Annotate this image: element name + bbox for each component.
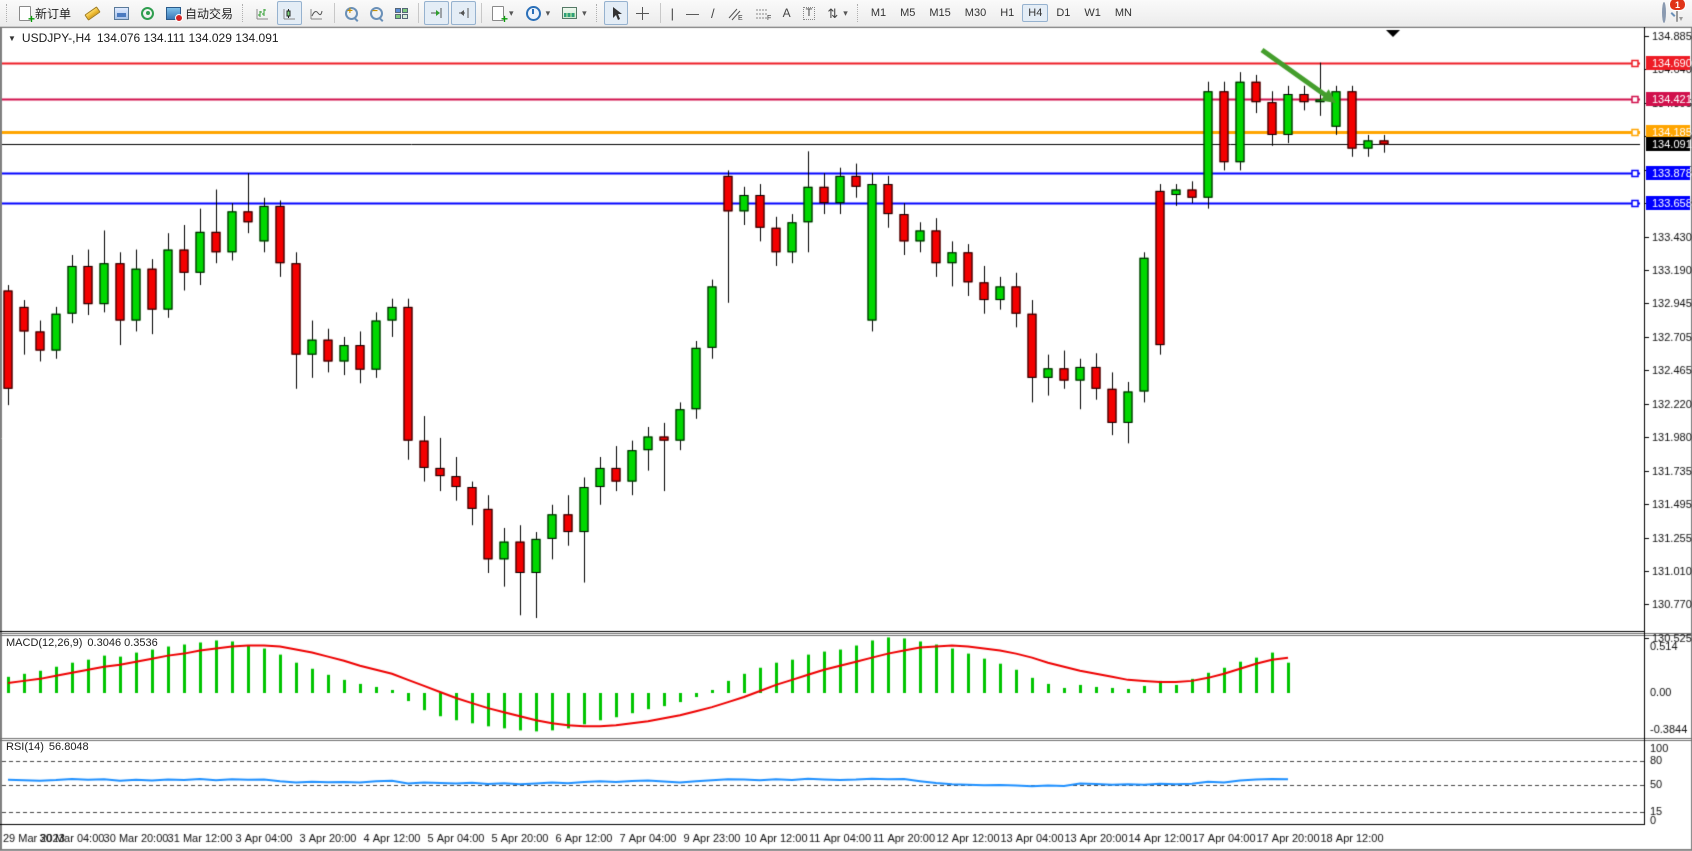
zoom-out-button[interactable]: −	[365, 1, 388, 25]
trendline-tool-button[interactable]: /	[706, 1, 720, 25]
signal-button[interactable]	[136, 1, 159, 25]
arrows-tool-button[interactable]: ⇅ ▾	[822, 1, 852, 25]
chart-ohlc-values: 134.076 134.111 134.029 134.091	[96, 31, 279, 45]
rsi-name: RSI(14)	[6, 741, 44, 753]
timeframe-m30[interactable]: M30	[964, 7, 987, 19]
rsi-value: 56.8048	[48, 741, 89, 753]
timeframe-d1[interactable]: D1	[1056, 7, 1071, 19]
chevron-down-icon: ▾	[843, 7, 848, 18]
crosshair-icon	[635, 6, 649, 20]
line-chart-icon	[310, 8, 323, 19]
crayon-tool-button[interactable]	[78, 1, 107, 25]
horizontal-line-tool-button[interactable]: —	[681, 1, 704, 25]
text-label-tool-button[interactable]: T	[798, 1, 821, 25]
templates-button[interactable]: ▾	[557, 1, 592, 25]
chart-title[interactable]: ▼ USDJPY-,H4 134.076 134.111 134.029 134…	[8, 31, 279, 45]
chart-window-icon	[114, 6, 130, 20]
chevron-down-icon: ▾	[545, 7, 551, 18]
chevron-down-icon: ▾	[582, 7, 587, 18]
auto-scroll-button[interactable]	[424, 1, 450, 25]
arrows-tool-icon: ⇅	[827, 5, 839, 21]
bar-chart-icon	[256, 8, 269, 19]
zoom-in-icon: +	[345, 6, 359, 20]
fibonacci-tool-button[interactable]: F	[750, 1, 776, 25]
fibonacci-icon: F	[755, 9, 771, 21]
auto-trading-button[interactable]: 自动交易	[161, 1, 238, 25]
text-tool-icon: A	[782, 6, 791, 20]
trendline-icon: /	[711, 5, 715, 21]
timeframe-h1[interactable]: H1	[1000, 7, 1015, 19]
auto-trading-label: 自动交易	[185, 6, 234, 21]
vertical-line-tool-button[interactable]: |	[666, 1, 679, 25]
rsi-indicator-label: RSI(14) 56.8048	[6, 741, 89, 753]
macd-values: 0.3046 0.3536	[87, 637, 158, 649]
crosshair-tool-button[interactable]	[630, 1, 655, 25]
timeframe-m15[interactable]: M15	[929, 7, 951, 19]
zoom-out-icon: −	[370, 6, 384, 20]
auto-scroll-icon	[431, 8, 442, 18]
search-icon	[1662, 2, 1666, 23]
tile-windows-button[interactable]	[390, 1, 413, 25]
indicators-icon	[492, 5, 508, 26]
search-button[interactable]	[1662, 2, 1666, 23]
chat-bubble-icon	[1676, 3, 1678, 22]
bar-chart-mode-button[interactable]	[250, 1, 275, 25]
main-toolbar: 新订单 自动交易 + −	[0, 0, 1692, 27]
equidistant-channel-tool-button[interactable]: E	[722, 1, 748, 25]
vertical-line-icon: |	[670, 5, 675, 21]
chart-shift-button[interactable]	[451, 1, 477, 25]
market-watch-window-button[interactable]	[109, 1, 134, 25]
chart-canvas[interactable]	[0, 27, 1692, 850]
signal-icon	[141, 6, 155, 20]
toolbar-separator	[334, 3, 336, 23]
zoom-in-button[interactable]: +	[340, 1, 363, 25]
horizontal-line-icon: —	[686, 5, 700, 21]
timeframe-h4[interactable]: H4	[1022, 4, 1049, 22]
community-button[interactable]: 1	[1669, 0, 1686, 22]
text-label-icon: T	[802, 6, 816, 20]
svg-text:F: F	[767, 15, 771, 21]
indicators-button[interactable]: ▾	[487, 1, 519, 26]
candlestick-icon	[283, 8, 296, 19]
clock-icon	[525, 5, 541, 21]
toolbar-grip[interactable]	[595, 4, 600, 22]
toolbar-grip[interactable]	[856, 4, 861, 22]
new-order-label: 新订单	[35, 6, 72, 21]
macd-name: MACD(12,26,9)	[6, 637, 83, 649]
tile-windows-icon	[395, 7, 409, 19]
line-chart-mode-button[interactable]	[304, 1, 329, 25]
toolbar-separator	[659, 3, 661, 23]
chevron-down-icon: ▾	[509, 7, 514, 18]
channel-icon: E	[728, 8, 743, 21]
auto-trading-icon	[166, 6, 184, 22]
periods-button[interactable]: ▾	[521, 1, 556, 25]
timeframe-m1[interactable]: M1	[870, 7, 887, 19]
toolbar-separator	[418, 3, 420, 23]
template-icon	[562, 7, 578, 19]
timeframe-w1[interactable]: W1	[1084, 7, 1101, 19]
svg-text:E: E	[738, 15, 743, 21]
timeframe-m5[interactable]: M5	[900, 7, 916, 19]
toolbar-grip[interactable]	[6, 4, 10, 22]
toolbar-grip[interactable]	[242, 4, 246, 22]
notification-badge: 1	[1669, 0, 1686, 11]
chart-shift-icon	[459, 8, 469, 18]
timeframe-mn[interactable]: MN	[1114, 7, 1132, 19]
toolbar-separator	[481, 3, 483, 23]
cursor-arrow-icon	[612, 6, 622, 20]
cursor-tool-button[interactable]	[603, 1, 628, 25]
new-order-button[interactable]: 新订单	[14, 1, 76, 26]
crayon-icon	[84, 5, 101, 21]
macd-indicator-label: MACD(12,26,9) 0.3046 0.3536	[6, 637, 158, 649]
chart-symbol-period: USDJPY-,H4	[21, 31, 91, 45]
new-order-icon	[19, 5, 35, 26]
collapse-triangle-icon[interactable]: ▼	[8, 33, 16, 43]
candlestick-mode-button[interactable]	[277, 1, 303, 25]
text-tool-button[interactable]: A	[778, 1, 796, 25]
